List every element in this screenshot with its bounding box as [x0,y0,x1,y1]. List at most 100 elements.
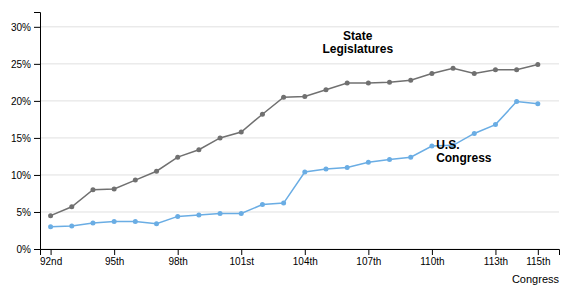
point [387,80,392,85]
tick-mark [368,249,369,255]
grid-line [40,174,559,175]
tick-mark [178,249,179,255]
point [239,211,244,216]
point [302,169,307,174]
point [408,155,413,160]
point [196,212,201,217]
point [154,169,159,174]
annotation: U.S.Congress [436,138,492,165]
series [48,62,540,218]
axis-line [41,250,560,256]
series [48,99,540,229]
tick-label: 107th [356,256,381,267]
point [48,213,53,218]
point [472,131,477,136]
point [345,165,350,170]
point [175,214,180,219]
tick: 113th [484,249,508,267]
grid-line [40,211,559,212]
point [154,221,159,226]
point [493,122,498,127]
line [51,65,538,216]
tick-label: 95th [105,256,124,267]
point [69,224,74,229]
tick: 10% [11,170,40,181]
tick-label: 113th [484,256,508,267]
tick-label: 115th [526,256,550,267]
point [260,202,265,207]
plot-area: 92nd 95th 98th 101st 104th 107th 110th 113th 115… [11,13,560,268]
point [387,157,392,162]
point [472,71,477,76]
point [493,67,498,72]
tick: 104th [293,249,318,267]
point [196,147,201,152]
tick-mark [495,249,496,255]
tick-mark [51,249,52,255]
tick-label: 110th [420,256,444,267]
point [281,201,286,206]
tick-mark [241,249,242,255]
point [48,224,53,229]
grid-line [40,26,559,27]
tick: 15% [11,133,40,144]
tick-mark [34,27,40,28]
tick: 107th [356,249,381,267]
tick-mark [432,249,433,255]
tick: 95th [105,249,124,267]
tick-mark [538,249,539,255]
point [514,67,519,72]
grid-line [40,137,559,138]
line [51,102,538,227]
tick: 30% [11,22,40,33]
tick-mark [305,249,306,255]
tick-mark [34,175,40,176]
annotation: StateLegislatures [322,29,393,56]
tick-label: 10% [11,170,31,181]
tick-label: 20% [11,96,31,107]
grid-line [40,100,559,101]
point [175,155,180,160]
tick: 25% [11,59,40,70]
tick-mark [34,101,40,102]
tick: 98th [168,249,187,267]
point [323,87,328,92]
point [345,81,350,86]
series-group [48,62,540,229]
tick-label: 25% [11,59,31,70]
point [323,167,328,172]
point [429,144,434,149]
tick: 92nd [40,249,62,267]
axis-line [34,13,41,250]
point [133,178,138,183]
tick-label: 101st [230,256,255,267]
point [535,101,540,106]
tick-mark [34,138,40,139]
x-axis: 92nd 95th 98th 101st 104th 107th 110th 113th 115… [40,249,560,267]
tick-label: 5% [17,207,32,218]
tick: 115th [526,249,550,267]
tick-label: 30% [11,22,31,33]
point [69,204,74,209]
tick-mark [114,249,115,255]
tick: 20% [11,96,40,107]
point [218,135,223,140]
tick: 5% [17,207,40,218]
grid-line [40,63,559,64]
tick-mark [34,249,40,250]
chart: 92nd 95th 98th 101st 104th 107th 110th 113th 115… [0,0,575,287]
x-axis-title: Congress [512,273,560,285]
point [239,129,244,134]
tick-label: 15% [11,133,31,144]
point [90,187,95,192]
tick-mark [34,64,40,65]
point [429,71,434,76]
point [451,66,456,71]
grid [40,27,559,249]
point [281,95,286,100]
tick-label: 92nd [40,256,62,267]
point [112,187,117,192]
tick-label: 98th [168,256,187,267]
point [366,81,371,86]
point [366,160,371,165]
